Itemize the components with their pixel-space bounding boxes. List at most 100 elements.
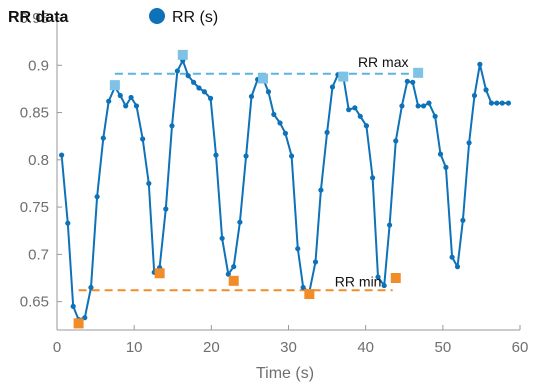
data-point xyxy=(88,284,94,291)
data-point xyxy=(265,89,272,95)
data-point xyxy=(346,107,352,113)
annotation-rr-max: RR max xyxy=(358,54,409,70)
x-tick-label: 30 xyxy=(280,339,297,356)
data-point xyxy=(312,259,319,265)
data-point xyxy=(146,180,152,187)
legend-marker-icon xyxy=(149,8,165,24)
data-point xyxy=(505,100,512,106)
y-tick-label: 0.65 xyxy=(20,294,49,311)
data-point xyxy=(318,187,324,193)
rr-max-marker xyxy=(109,80,120,91)
y-tick-label: 0.8 xyxy=(28,152,49,169)
chart-title: RR data xyxy=(8,9,69,26)
data-point xyxy=(213,152,219,158)
data-point xyxy=(133,103,140,109)
data-point xyxy=(100,135,106,141)
y-tick-label: 0.7 xyxy=(28,246,49,263)
data-point xyxy=(65,220,71,226)
x-axis-label: Time (s) xyxy=(256,365,314,382)
data-point xyxy=(375,274,381,280)
data-point xyxy=(426,100,432,106)
data-point xyxy=(494,100,500,106)
data-point xyxy=(449,254,455,260)
data-point xyxy=(169,123,175,129)
data-point xyxy=(386,222,393,228)
x-tick-label: 10 xyxy=(126,339,143,356)
data-point xyxy=(237,219,243,225)
data-point xyxy=(219,235,225,241)
data-point xyxy=(185,73,191,79)
rr-max-marker xyxy=(258,73,269,84)
annotation-rr-min: RR min xyxy=(335,274,382,290)
data-point xyxy=(437,151,444,157)
y-tick-label: 0.9 xyxy=(28,57,49,74)
data-point xyxy=(329,84,336,90)
data-point xyxy=(432,113,438,119)
data-point xyxy=(499,100,505,106)
data-point xyxy=(393,138,399,144)
data-point xyxy=(288,153,295,159)
data-point xyxy=(190,79,197,85)
data-point xyxy=(123,103,129,109)
data-point xyxy=(399,103,405,109)
data-point xyxy=(248,93,255,100)
rr-min-marker xyxy=(228,275,239,286)
rr-min-marker xyxy=(154,268,165,279)
data-point xyxy=(381,282,387,289)
data-point xyxy=(471,92,478,99)
data-point xyxy=(140,136,146,142)
data-point xyxy=(243,153,249,159)
rr-min-marker xyxy=(73,318,84,329)
rr-min-marker xyxy=(304,289,315,300)
rr-max-marker xyxy=(413,67,424,78)
data-point xyxy=(196,85,202,91)
x-tick-label: 0 xyxy=(53,339,61,356)
data-point xyxy=(277,120,283,126)
y-tick-label: 0.95 xyxy=(20,10,49,27)
data-point xyxy=(106,98,112,104)
x-tick-label: 40 xyxy=(357,339,374,356)
data-point xyxy=(174,68,180,74)
axes: 0 10 20 30 40 50 60 0.65 0.7 0.75 0.8 0.85 0.9 0.95 xyxy=(20,10,529,356)
x-tick-label: 50 xyxy=(434,339,451,356)
data-point xyxy=(477,61,483,67)
data-point xyxy=(163,206,169,212)
data-point xyxy=(117,92,123,99)
data-point xyxy=(128,94,134,101)
plot-area xyxy=(59,49,512,329)
data-point xyxy=(94,194,100,200)
data-point xyxy=(231,264,237,270)
data-point xyxy=(282,130,289,136)
data-point xyxy=(295,246,301,252)
data-point xyxy=(404,78,410,84)
y-tick-label: 0.75 xyxy=(20,199,49,216)
x-tick-label: 20 xyxy=(203,339,220,356)
data-point xyxy=(443,164,449,170)
data-point xyxy=(271,111,277,118)
y-tick-label: 0.85 xyxy=(20,105,49,122)
data-point xyxy=(363,123,370,129)
data-point xyxy=(300,284,306,291)
data-point xyxy=(466,140,472,146)
data-point xyxy=(415,103,421,109)
data-point xyxy=(225,271,231,277)
x-tick-label: 60 xyxy=(512,339,529,356)
data-point xyxy=(420,103,427,109)
data-point xyxy=(59,152,65,158)
data-point xyxy=(454,264,461,270)
rr-max-marker xyxy=(338,71,349,82)
data-point xyxy=(201,89,207,95)
data-point xyxy=(207,95,214,101)
data-point xyxy=(357,113,363,119)
data-point xyxy=(70,303,76,309)
legend-label: RR (s) xyxy=(172,9,218,26)
data-point xyxy=(483,87,489,93)
data-point xyxy=(370,175,376,181)
data-point xyxy=(460,217,466,223)
data-point xyxy=(410,79,416,85)
data-point xyxy=(324,129,330,135)
rr-min-marker xyxy=(390,273,401,283)
rr-max-marker xyxy=(177,49,188,60)
